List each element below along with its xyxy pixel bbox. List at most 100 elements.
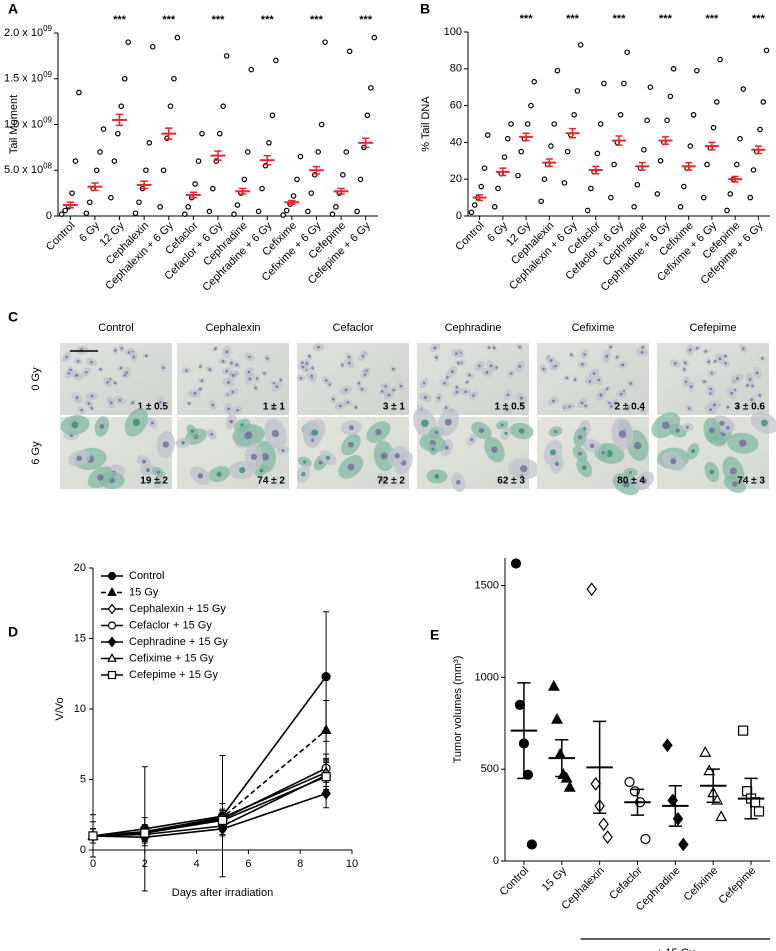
error-bar bbox=[615, 135, 623, 146]
marker bbox=[248, 66, 255, 73]
nucleus bbox=[641, 346, 645, 349]
error-bar bbox=[638, 161, 646, 171]
nucleus bbox=[354, 406, 358, 409]
marker bbox=[107, 587, 117, 596]
nucleus bbox=[713, 360, 717, 363]
error-bar bbox=[189, 191, 198, 199]
error-bar bbox=[555, 739, 569, 778]
nucleus bbox=[549, 449, 557, 456]
x-tick-label: 8 bbox=[297, 858, 303, 870]
nucleus bbox=[434, 430, 439, 435]
marker bbox=[471, 202, 478, 208]
nucleus bbox=[520, 474, 524, 478]
x-axis-label: Days after irradiation bbox=[172, 887, 274, 899]
nucleus bbox=[231, 390, 235, 394]
marker bbox=[185, 204, 192, 210]
significance: *** bbox=[613, 13, 627, 25]
nucleus bbox=[568, 405, 571, 408]
y-tick-label: 10 bbox=[74, 703, 86, 715]
series-line bbox=[92, 676, 327, 837]
error-bar bbox=[238, 187, 247, 195]
marker bbox=[108, 194, 114, 201]
nucleus bbox=[310, 374, 314, 378]
nucleus bbox=[640, 350, 644, 354]
annotation: 62 ± 3 bbox=[497, 476, 525, 487]
marker bbox=[524, 121, 531, 127]
nucleus bbox=[227, 407, 231, 411]
nucleus bbox=[489, 364, 493, 368]
marker bbox=[757, 126, 763, 133]
tick-exponent: 09 bbox=[43, 24, 52, 33]
marker bbox=[136, 199, 142, 206]
nucleus bbox=[363, 373, 367, 376]
nucleus bbox=[87, 402, 91, 405]
nucleus bbox=[247, 370, 251, 374]
nucleus bbox=[707, 360, 711, 364]
nucleus bbox=[235, 363, 239, 367]
marker bbox=[662, 738, 673, 753]
nucleus bbox=[485, 370, 489, 374]
nucleus bbox=[709, 469, 715, 475]
nucleus bbox=[519, 396, 523, 400]
nucleus bbox=[423, 395, 428, 399]
marker bbox=[571, 112, 577, 118]
annotation: 74 ± 3 bbox=[737, 476, 765, 487]
nucleus bbox=[301, 361, 304, 365]
nucleus bbox=[118, 398, 122, 402]
nucleus bbox=[518, 345, 522, 349]
nucleus bbox=[106, 380, 109, 384]
marker bbox=[357, 176, 364, 183]
marker bbox=[538, 198, 544, 205]
marker bbox=[294, 176, 300, 183]
marker bbox=[320, 724, 332, 734]
nucleus bbox=[750, 398, 754, 402]
panel-label: C bbox=[8, 309, 18, 325]
nucleus bbox=[592, 372, 596, 375]
nucleus bbox=[724, 361, 728, 365]
y-tick-label: 100 bbox=[444, 26, 462, 38]
error-bar bbox=[517, 682, 531, 780]
marker bbox=[601, 80, 607, 87]
nucleus bbox=[470, 438, 474, 442]
nucleus bbox=[751, 384, 754, 388]
column-label: Control bbox=[98, 322, 133, 334]
marker bbox=[157, 204, 163, 210]
nucleus bbox=[542, 367, 545, 371]
nucleus bbox=[375, 428, 382, 436]
marker bbox=[346, 48, 353, 55]
marker bbox=[111, 158, 118, 164]
marker bbox=[541, 176, 548, 183]
marker bbox=[733, 161, 740, 168]
marker bbox=[76, 89, 82, 96]
nucleus bbox=[552, 399, 555, 403]
nucleus bbox=[719, 420, 725, 426]
column-label: Cephalexin bbox=[205, 322, 260, 334]
nucleus bbox=[670, 458, 677, 465]
nucleus bbox=[455, 352, 458, 356]
nucleus bbox=[613, 401, 617, 405]
nucleus bbox=[190, 429, 194, 433]
nucleus bbox=[628, 471, 633, 475]
marker bbox=[551, 712, 563, 724]
nucleus bbox=[208, 368, 212, 371]
nucleus bbox=[394, 453, 400, 459]
error-bar bbox=[476, 194, 484, 202]
marker bbox=[231, 211, 237, 217]
nucleus bbox=[266, 357, 269, 360]
nucleus bbox=[615, 355, 619, 359]
nucleus bbox=[76, 360, 80, 363]
nucleus bbox=[316, 345, 320, 349]
marker bbox=[206, 208, 213, 215]
nucleus bbox=[132, 355, 136, 359]
marker bbox=[255, 208, 262, 215]
nucleus bbox=[729, 467, 737, 475]
annotation: 3 ± 0.6 bbox=[734, 402, 765, 413]
marker bbox=[670, 66, 677, 72]
nucleus bbox=[687, 407, 691, 410]
nucleus bbox=[434, 473, 440, 479]
nucleus bbox=[718, 357, 722, 361]
nucleus bbox=[225, 350, 229, 354]
nucleus bbox=[69, 368, 72, 372]
annotation: 72 ± 2 bbox=[377, 476, 405, 487]
nucleus bbox=[618, 430, 627, 438]
